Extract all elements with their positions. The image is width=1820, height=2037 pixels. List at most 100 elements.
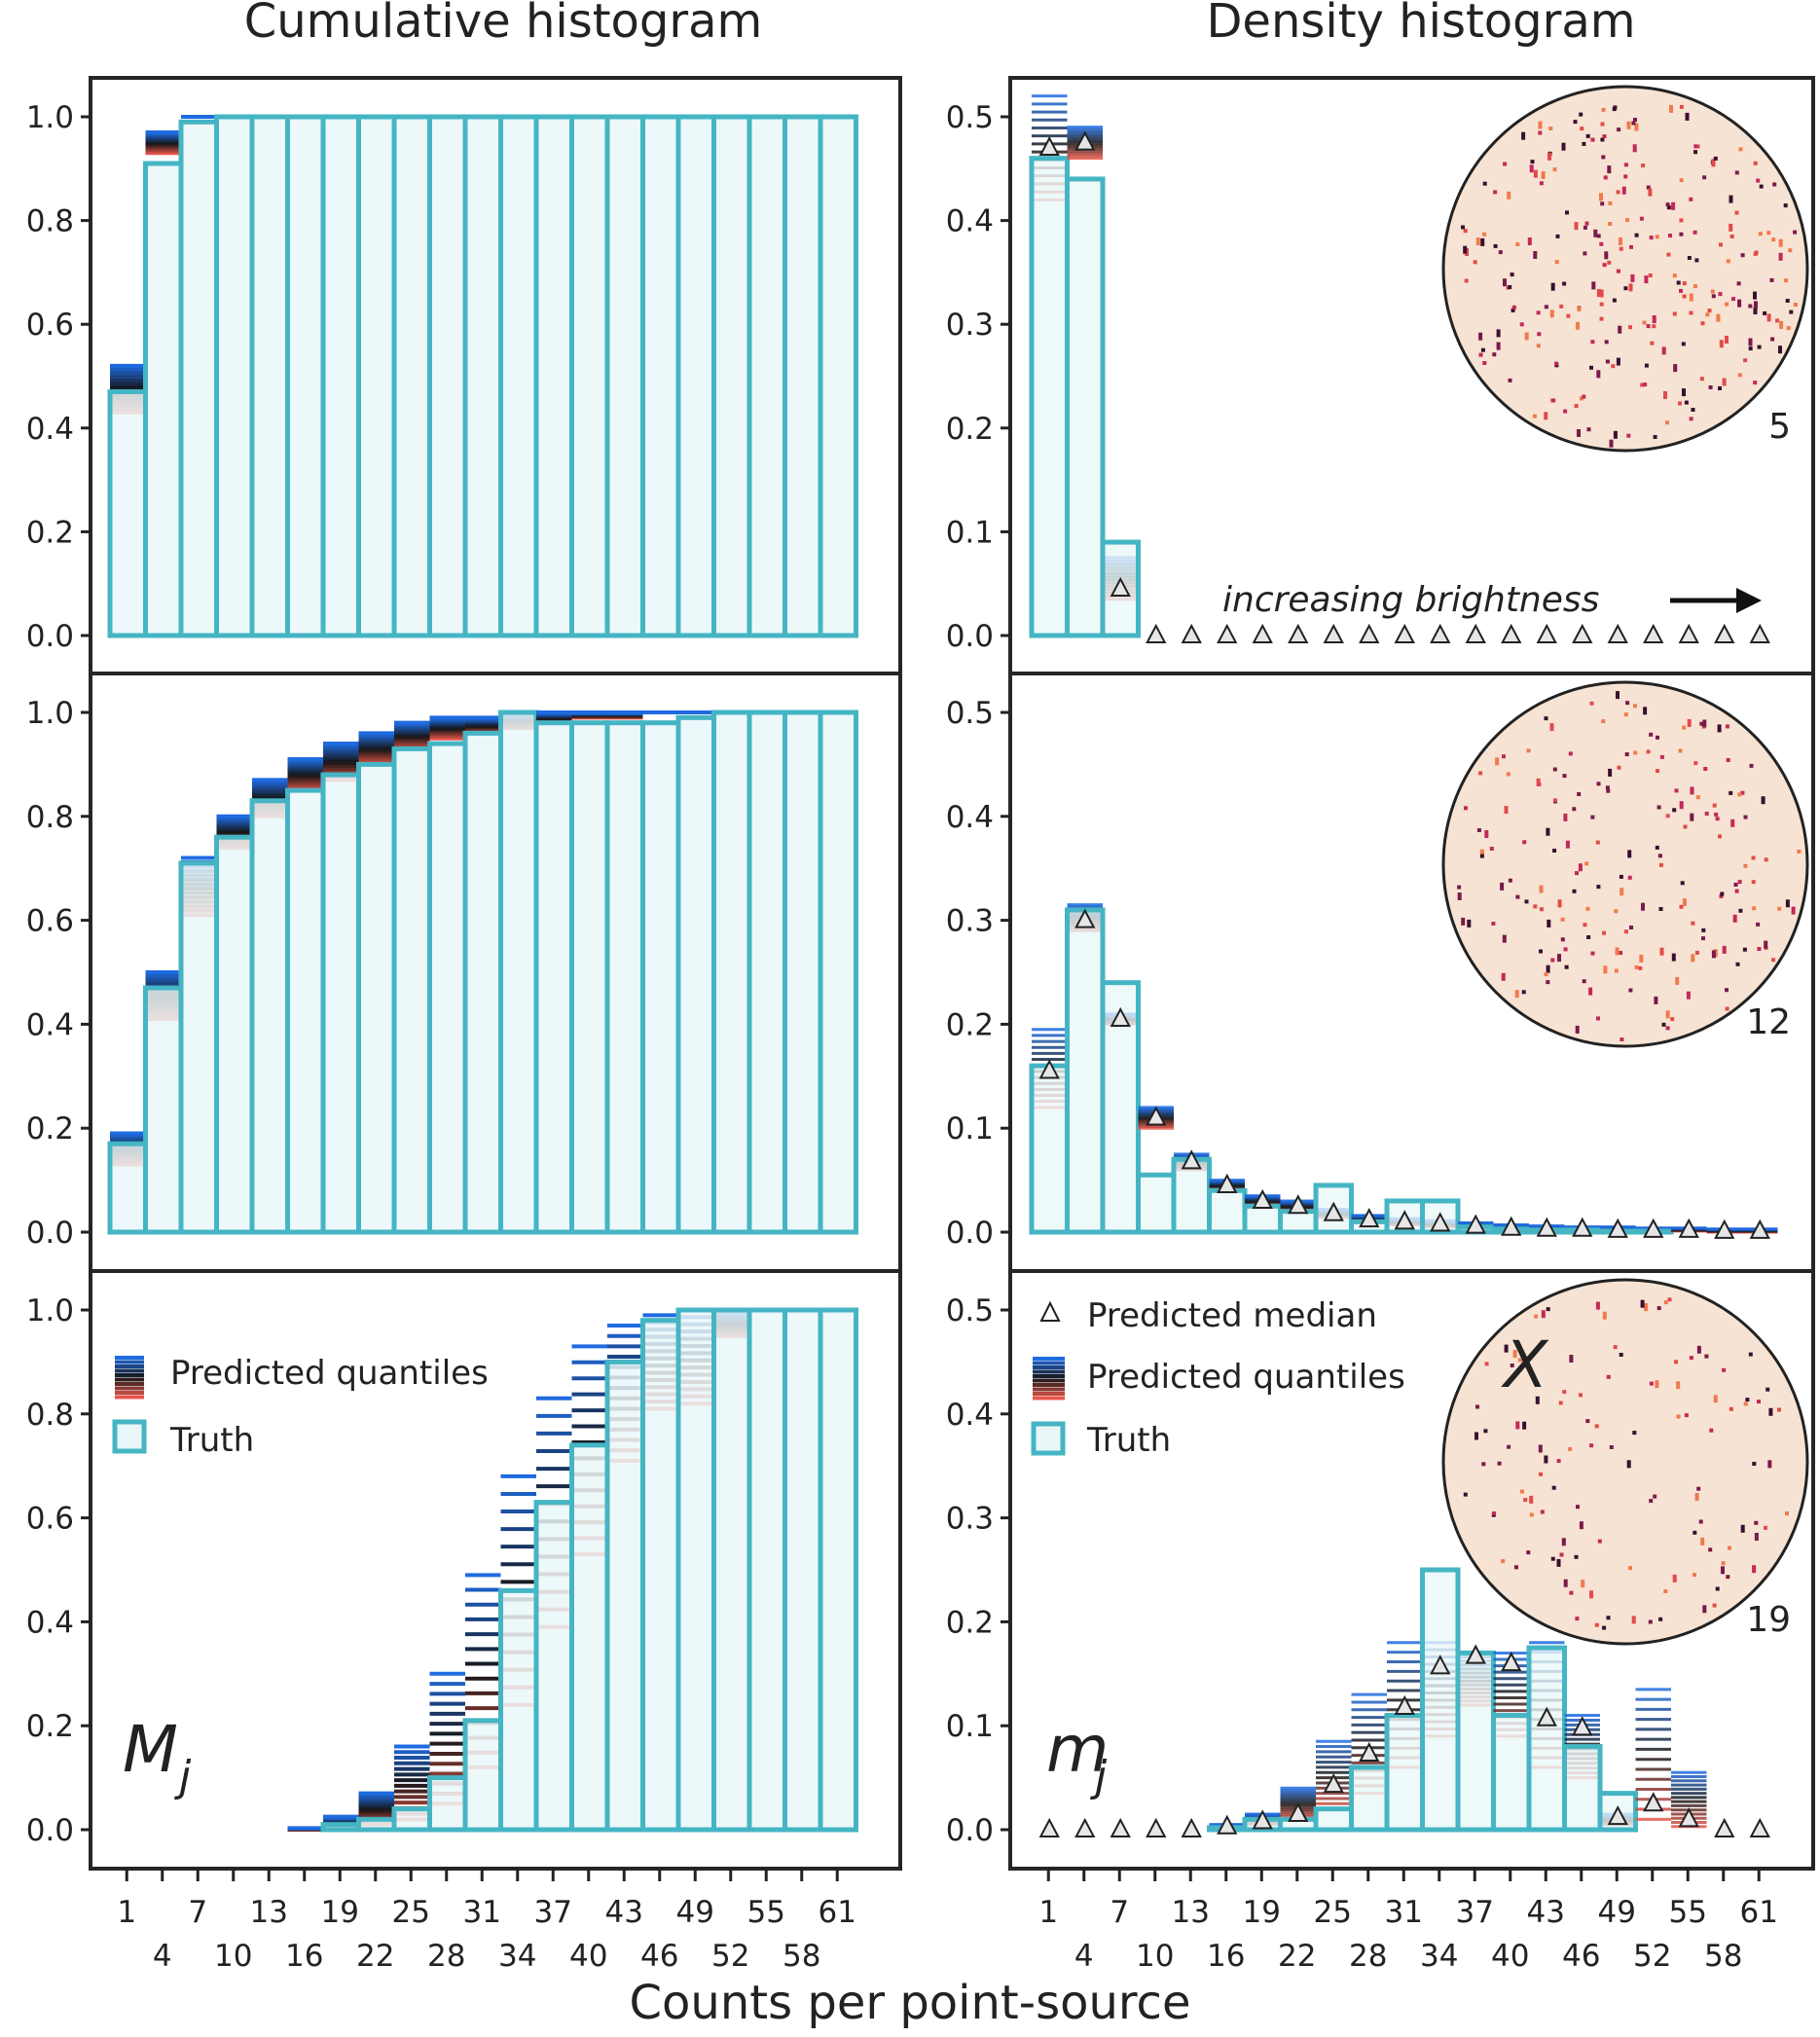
truth-bar — [107, 388, 148, 638]
inset-pixel — [1552, 167, 1557, 172]
inset-pixel — [1702, 1605, 1707, 1614]
inset-pixel — [1589, 1590, 1593, 1599]
inset-pixel — [1607, 165, 1612, 174]
inset-pixel — [1556, 1459, 1561, 1464]
inset-pixel — [1493, 190, 1498, 195]
inset-pixel — [1539, 885, 1544, 893]
inset-pixel — [1640, 1299, 1645, 1308]
inset-pixel — [1686, 991, 1691, 1000]
inset-pixel — [1719, 340, 1724, 348]
inset-pixel — [1497, 1461, 1502, 1466]
inset-pixel — [1663, 1589, 1668, 1593]
truth-bar — [498, 709, 539, 1235]
density-panel-frame — [1008, 1269, 1815, 1871]
truth-bar — [1491, 1713, 1532, 1833]
inset-pixel — [1464, 806, 1468, 811]
y-tick-label: 0.6 — [26, 308, 74, 343]
inset-pixel — [1541, 1310, 1546, 1319]
truth-bar — [675, 714, 716, 1235]
inset-pixel — [1616, 269, 1620, 273]
legend-truth-swatch — [112, 1419, 147, 1454]
inset-pixel — [1582, 141, 1586, 146]
median-marker — [1288, 1194, 1309, 1215]
inset-pixel — [1604, 340, 1609, 345]
inset-pixel — [1600, 122, 1605, 127]
median-marker — [1714, 1817, 1735, 1837]
inset-pixel — [1634, 233, 1639, 237]
inset-pixel — [1778, 252, 1783, 261]
inset-pixel — [1577, 792, 1582, 796]
inset-pixel — [1602, 1625, 1607, 1630]
inset-pixel — [1684, 1413, 1689, 1418]
x-tick-label: 37 — [1456, 1895, 1494, 1930]
x-tick-label: 40 — [569, 1939, 607, 1974]
median-marker — [1252, 1188, 1273, 1209]
density-column-title: Density histogram — [1206, 0, 1636, 49]
truth-bar — [498, 114, 539, 638]
y-tick-label: 0.0 — [26, 1216, 74, 1251]
inset-pixel — [1729, 195, 1733, 203]
inset-pixel — [1725, 988, 1729, 993]
y-tick-label: 0.6 — [26, 1502, 74, 1537]
inset-pixel — [1643, 707, 1648, 715]
inset-pixel — [1605, 359, 1610, 364]
y-tick-label: 0.3 — [946, 308, 994, 343]
inset-pixel — [1656, 1306, 1661, 1311]
inset-pixel — [1508, 285, 1512, 289]
inset-pixel — [1475, 1404, 1479, 1409]
inset-pixel — [1718, 834, 1722, 839]
y-tick-label: 0.4 — [26, 1007, 74, 1042]
inset-pixel — [1704, 1354, 1709, 1359]
median-marker — [1181, 1817, 1202, 1837]
cumulative-symbol-subscript: j — [174, 1752, 192, 1801]
truth-bar — [1349, 1764, 1390, 1833]
inset-pixel — [1539, 907, 1544, 912]
inset-pixel — [1672, 273, 1677, 278]
inset-pixel — [1565, 210, 1569, 215]
median-marker — [1714, 1219, 1735, 1239]
inset-pixel — [1551, 1485, 1556, 1490]
inset-pixel — [1492, 352, 1497, 357]
brightness-annotation: increasing brightness — [1222, 580, 1599, 620]
inset-pixel — [1737, 792, 1742, 797]
median-marker — [1394, 623, 1415, 643]
inset-pixel — [1626, 433, 1631, 438]
median-marker — [1394, 1694, 1415, 1715]
inset-pixel — [1602, 134, 1607, 139]
inset-pixel — [1684, 400, 1689, 405]
y-tick-label: 0.5 — [946, 1293, 994, 1328]
legend-truth-label: Truth — [1086, 1421, 1171, 1460]
truth-bar — [1455, 1650, 1496, 1833]
x-tick-label: 49 — [1598, 1895, 1636, 1930]
inset-pixel — [1588, 987, 1593, 996]
truth-bar — [640, 114, 681, 638]
truth-bar — [320, 772, 361, 1235]
inset-pixel — [1766, 313, 1771, 322]
inset-pixel — [1539, 949, 1543, 954]
inset-pixel — [1496, 329, 1501, 338]
inset-pixel — [1563, 1579, 1568, 1587]
inset-pixel — [1569, 1355, 1574, 1363]
inset-pixel — [1748, 1352, 1753, 1357]
inset-pixel — [1652, 315, 1656, 323]
inset-pixel — [1501, 972, 1506, 981]
y-tick-label: 1.0 — [26, 696, 74, 731]
inset-pixel — [1602, 1311, 1607, 1320]
y-tick-label: 0.4 — [946, 204, 994, 239]
inset-pixel — [1751, 855, 1756, 860]
inset-pixel — [1738, 147, 1743, 152]
inset-pixel — [1763, 310, 1767, 315]
inset-pixel — [1655, 235, 1659, 239]
truth-bar — [320, 1822, 361, 1833]
inset-pixel — [1701, 928, 1706, 932]
inset-pixel — [1661, 1022, 1666, 1027]
inset-pixel — [1582, 394, 1586, 399]
y-tick-label: 0.8 — [26, 1398, 74, 1433]
inset-pixel — [1789, 309, 1794, 314]
x-tick-label: 22 — [356, 1939, 394, 1974]
inset-pixel — [1512, 1350, 1517, 1359]
inset-pixel — [1572, 889, 1577, 893]
median-marker — [1074, 130, 1096, 151]
inset-pixel — [1719, 893, 1724, 898]
inset-pixel — [1584, 861, 1589, 866]
